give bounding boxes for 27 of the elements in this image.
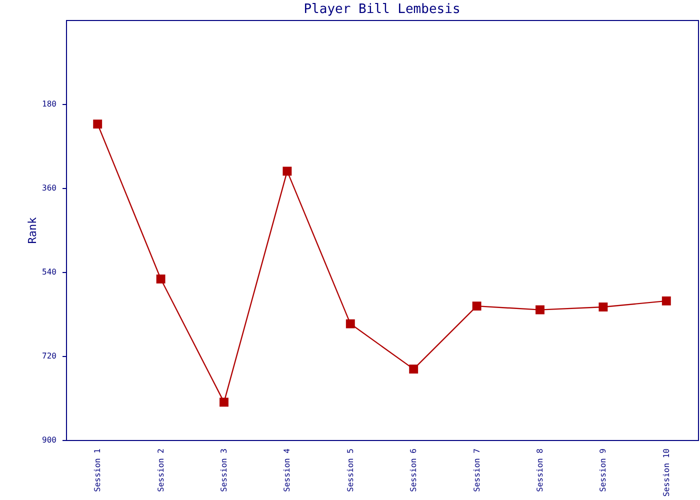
chart-title: Player Bill Lembesis	[304, 2, 460, 17]
y-tick-label: 720	[42, 352, 57, 360]
point	[472, 302, 482, 311]
y-tick-label: 360	[42, 184, 57, 192]
point	[346, 319, 355, 328]
x-tick-label: Session 2	[156, 448, 166, 492]
y-tick-label: 540	[42, 268, 57, 276]
point	[662, 296, 671, 306]
point	[409, 364, 418, 374]
point	[282, 166, 292, 176]
y-tick-label: 180	[42, 100, 57, 108]
point	[156, 274, 166, 284]
x-tick-label: Session 1	[93, 448, 102, 492]
x-tick-label: Session 4	[282, 448, 292, 492]
x-tick-label: Session 8	[536, 448, 544, 492]
point	[93, 120, 102, 129]
x-tick-label: Session 7	[472, 448, 482, 492]
x-tick-label: Session 3	[220, 448, 228, 492]
y-axis-title: Rank	[26, 216, 40, 244]
x-tick-label: Session 5	[346, 448, 355, 492]
x-tick-label: Session 10	[662, 448, 671, 497]
x-tick-label: Session 9	[598, 448, 608, 492]
point	[598, 302, 608, 312]
x-tick-label: Session 6	[409, 448, 418, 492]
y-tick-label: 900	[42, 436, 57, 444]
point	[220, 398, 228, 407]
point	[536, 305, 544, 314]
